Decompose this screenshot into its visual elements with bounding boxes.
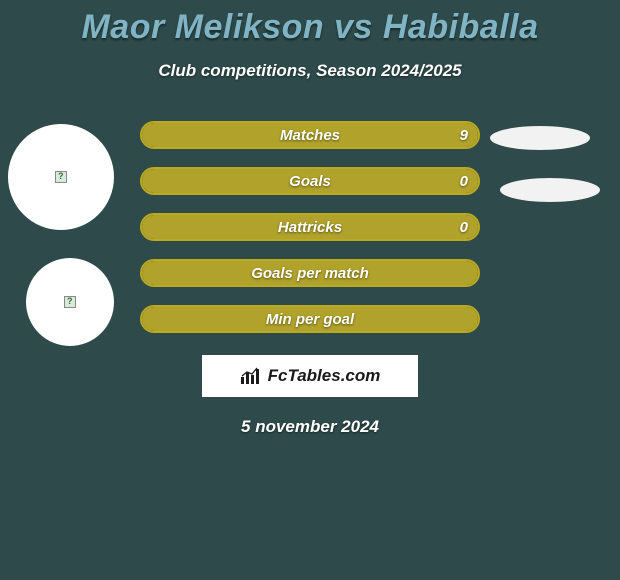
image-placeholder-icon: [55, 171, 67, 183]
stat-bar-label: Hattricks: [142, 219, 478, 236]
stat-bar-label: Min per goal: [142, 311, 478, 328]
image-placeholder-icon: [64, 296, 76, 308]
player-avatar: [26, 258, 114, 346]
subtitle: Club competitions, Season 2024/2025: [0, 61, 620, 81]
stat-bar-value: 0: [460, 219, 468, 236]
stat-bar: Hattricks0: [140, 213, 480, 241]
player-avatar: [8, 124, 114, 230]
stat-bar: Matches9: [140, 121, 480, 149]
stat-bar-label: Matches: [142, 127, 478, 144]
page-title: Maor Melikson vs Habiballa: [0, 0, 620, 47]
watermark-text: FcTables.com: [268, 366, 381, 386]
stat-bar-value: 9: [460, 127, 468, 144]
side-ellipse: [500, 178, 600, 202]
side-ellipse: [490, 126, 590, 150]
bar-chart-icon: [240, 367, 262, 385]
stat-bar-label: Goals per match: [142, 265, 478, 282]
stat-bar-label: Goals: [142, 173, 478, 190]
watermark: FcTables.com: [202, 355, 418, 397]
stat-bar: Min per goal: [140, 305, 480, 333]
date-text: 5 november 2024: [0, 417, 620, 437]
stat-bar: Goals0: [140, 167, 480, 195]
stat-bar-value: 0: [460, 173, 468, 190]
stat-bar: Goals per match: [140, 259, 480, 287]
